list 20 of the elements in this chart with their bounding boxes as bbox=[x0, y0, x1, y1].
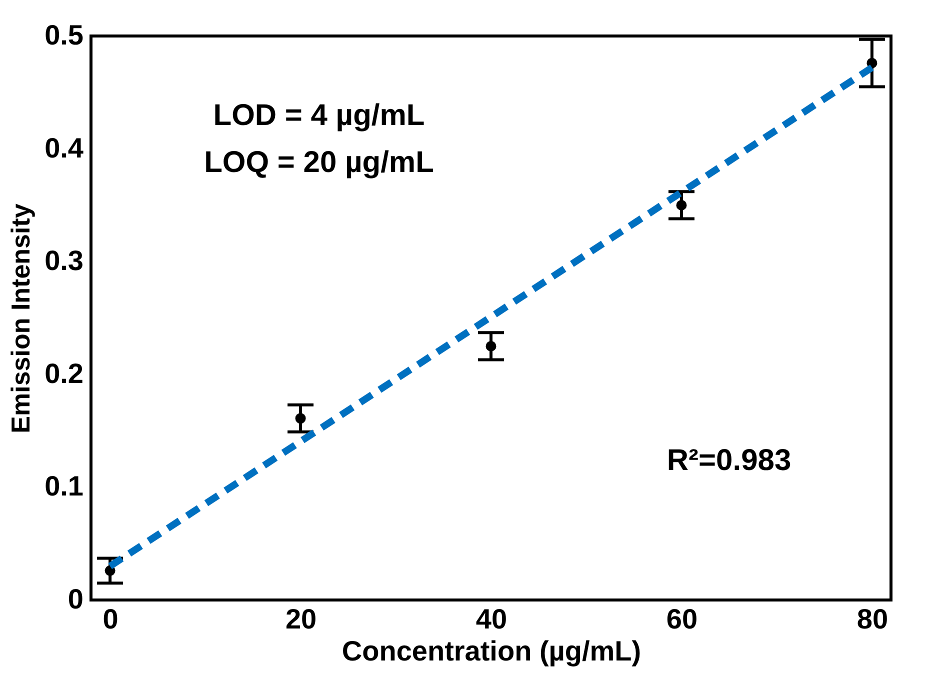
x-tick-label: 40 bbox=[476, 604, 508, 634]
point bbox=[676, 200, 687, 210]
x-tick-label: 0 bbox=[102, 604, 118, 634]
point bbox=[104, 565, 116, 576]
y-tick-label: 0 bbox=[68, 584, 84, 614]
y-tick-label: 0.4 bbox=[44, 132, 84, 164]
annotation: LOQ = 20 µg/mL bbox=[204, 146, 434, 179]
y-tick-label: 0.3 bbox=[44, 245, 84, 276]
y-tick-label: 0.5 bbox=[44, 20, 84, 50]
y-tick-label: 0.1 bbox=[44, 470, 84, 502]
y-tick-label: 0.2 bbox=[44, 358, 84, 389]
annotation: LOD = 4 µg/mL bbox=[213, 99, 425, 132]
point bbox=[295, 413, 306, 424]
x-tick-label: 60 bbox=[666, 604, 698, 634]
point bbox=[486, 340, 496, 352]
y-axis-title: Emission Intensity bbox=[6, 203, 36, 434]
x-tick-label: 20 bbox=[285, 604, 317, 634]
x-axis-title: Concentration (µg/mL) bbox=[342, 636, 642, 666]
annotation: R²=0.983 bbox=[666, 444, 792, 477]
x-tick-label: 80 bbox=[856, 604, 888, 634]
